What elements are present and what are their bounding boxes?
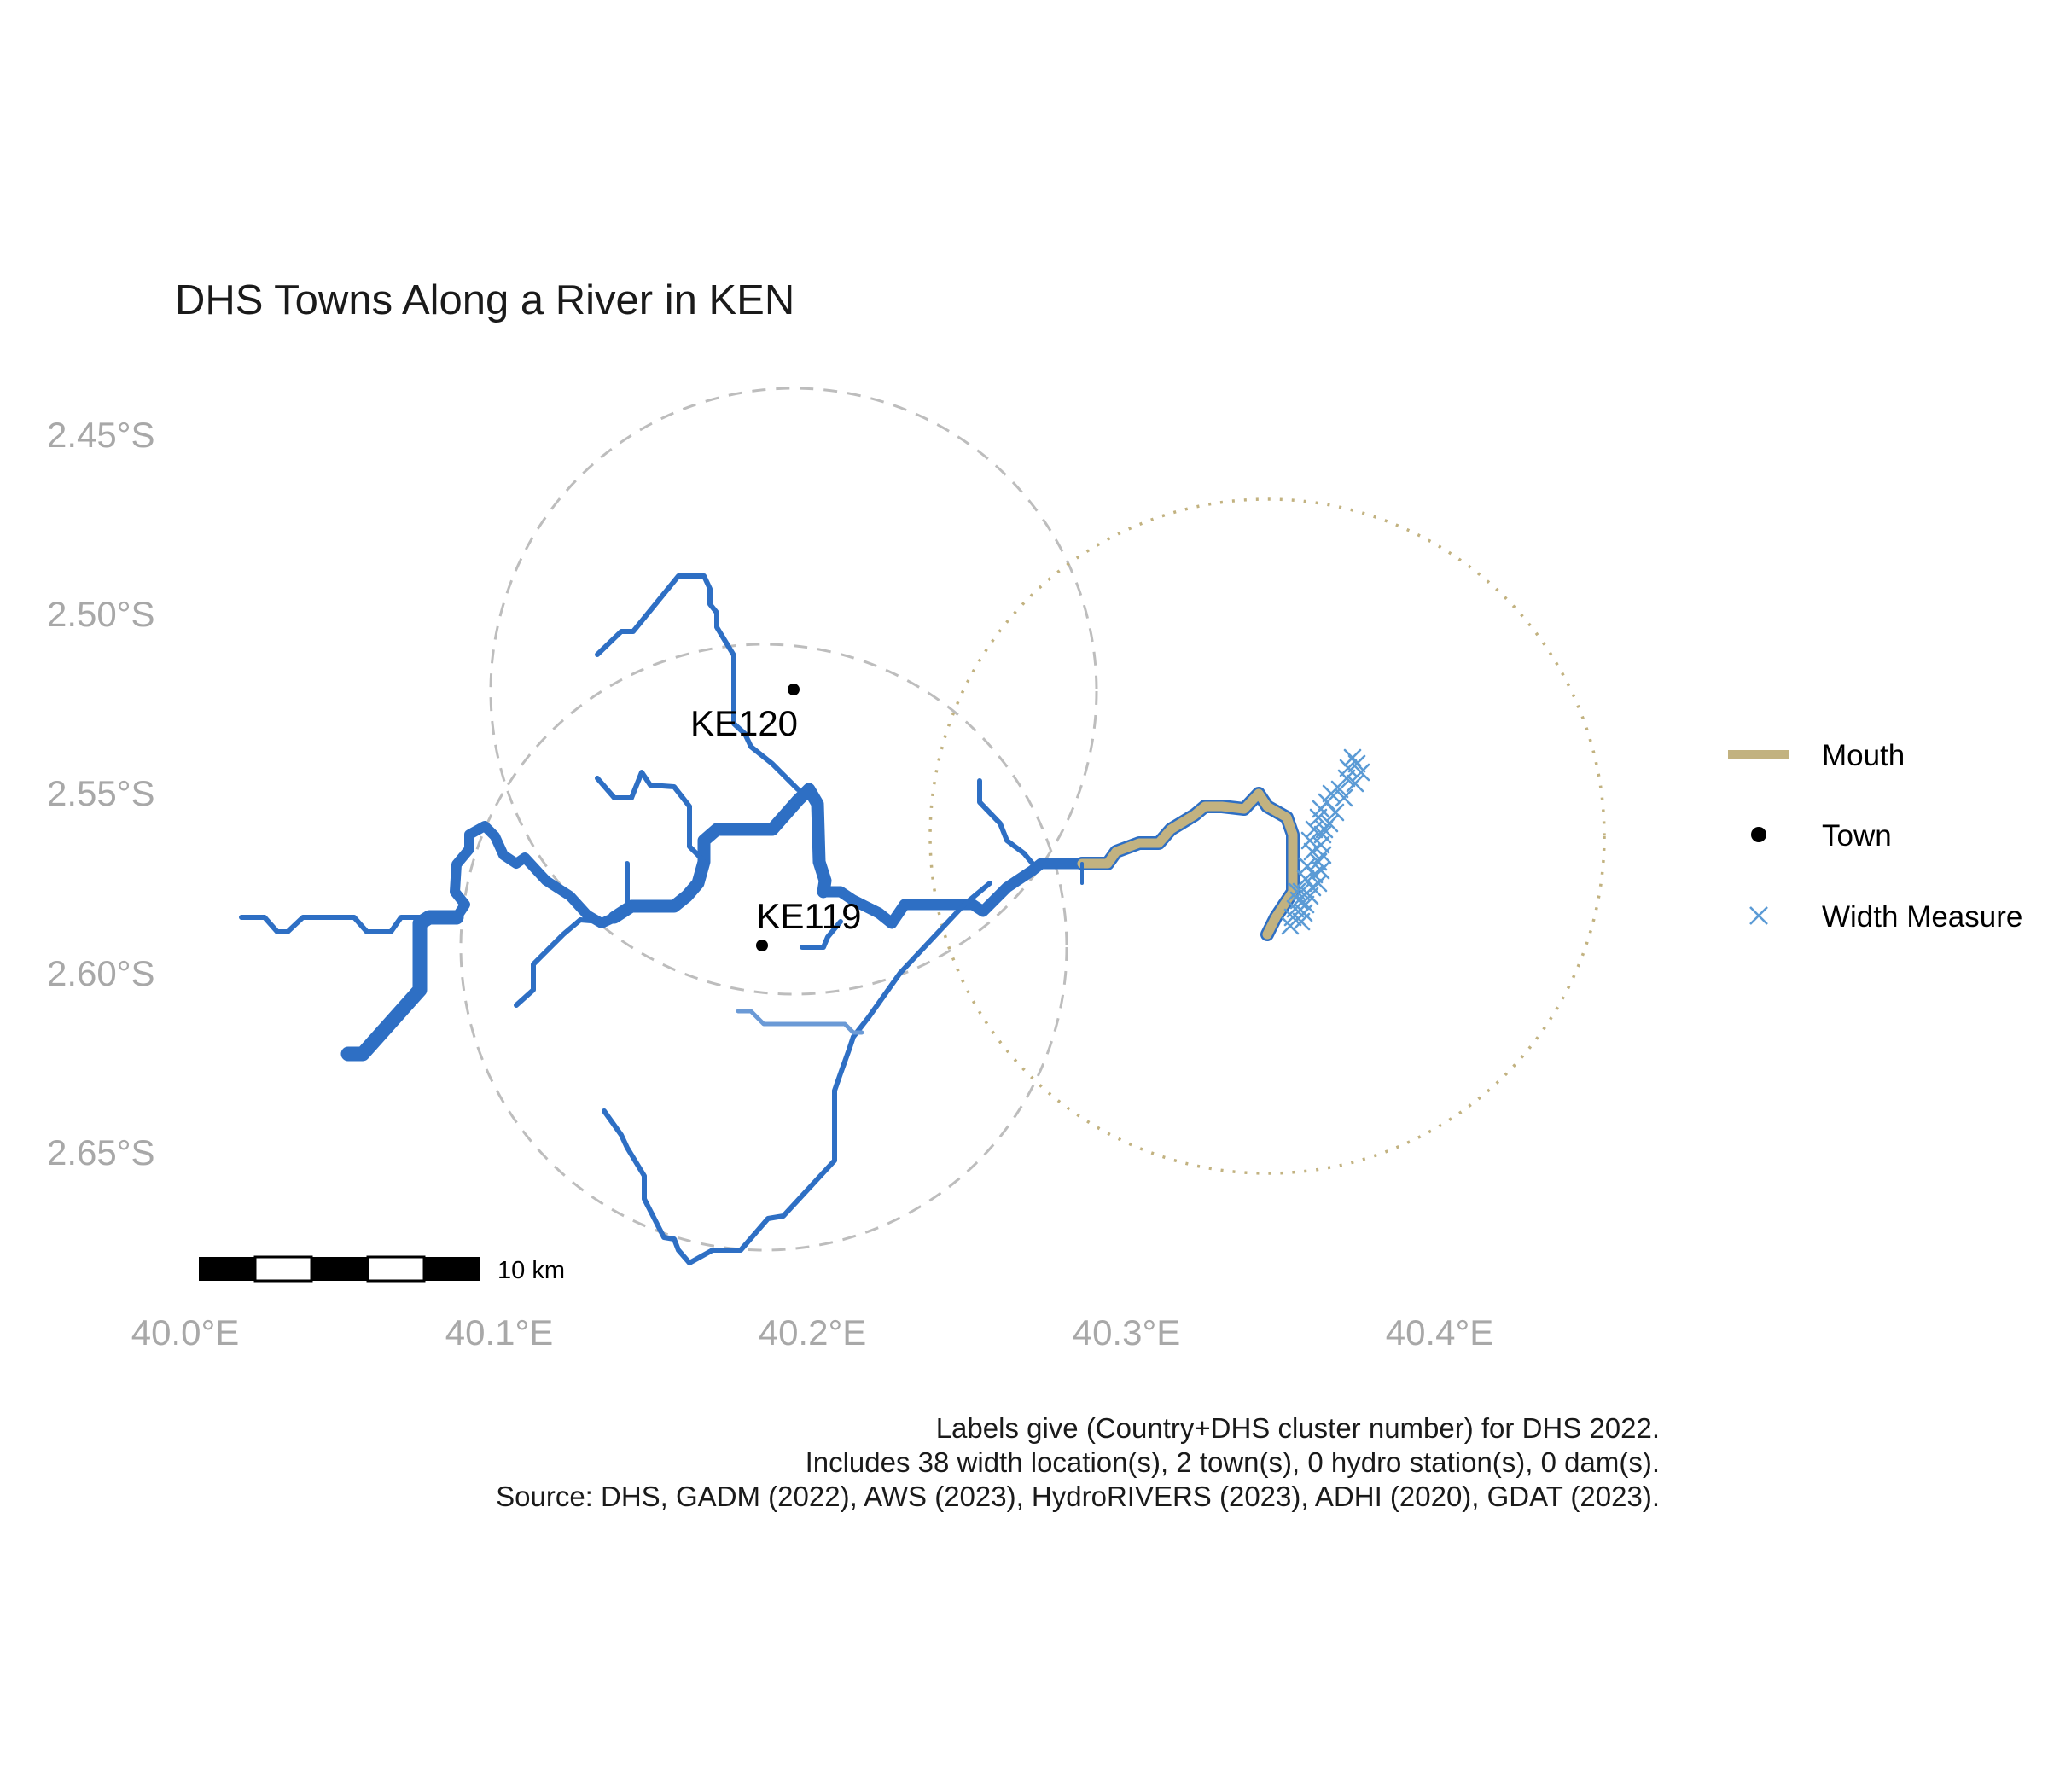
width-measure-marker [1300, 887, 1319, 905]
caption-line: Source: DHS, GADM (2022), AWS (2023), Hy… [496, 1481, 1660, 1512]
y-axis: 2.45°S 2.50°S 2.55°S 2.60°S 2.65°S [47, 415, 155, 1172]
width-measure-marker [1281, 916, 1300, 935]
river-segment [340, 910, 464, 1062]
river-segment [977, 778, 1035, 866]
width-measure-marker [1339, 759, 1358, 777]
river-segment [239, 915, 432, 934]
towns: KE120 KE119 [690, 684, 862, 951]
width-measure-markers [1281, 748, 1370, 935]
town-point [756, 940, 768, 951]
y-tick-label: 2.45°S [47, 415, 155, 455]
y-tick-label: 2.55°S [47, 773, 155, 813]
x-tick-label: 40.0°E [131, 1312, 240, 1353]
town-label: KE119 [757, 896, 862, 936]
width-measure-marker [1352, 763, 1370, 782]
width-measure-marker [1347, 754, 1366, 773]
river-segment [595, 770, 707, 864]
town-label: KE120 [690, 703, 798, 743]
scale-segment [199, 1257, 255, 1281]
width-measure-marker [1313, 825, 1332, 844]
river-segment [608, 783, 832, 924]
width-measure-marker [1288, 882, 1306, 901]
y-tick-label: 2.50°S [47, 594, 155, 634]
town-point [788, 684, 800, 695]
caption-line: Includes 38 width location(s), 2 town(s)… [806, 1446, 1660, 1478]
x-axis: 40.0°E 40.1°E 40.2°E 40.3°E 40.4°E [131, 1312, 1494, 1353]
width-measure-marker [1346, 774, 1364, 793]
river-segment [595, 573, 800, 792]
width-measure-marker [1335, 788, 1353, 807]
caption-line: Labels give (Country+DHS cluster number)… [936, 1412, 1660, 1444]
width-measure-marker [1300, 831, 1319, 850]
x-tick-label: 40.2°E [759, 1312, 867, 1353]
mouth-line [1077, 788, 1298, 940]
width-measure-marker [1315, 820, 1334, 839]
river-segment [602, 881, 992, 1265]
river-segment [800, 919, 843, 950]
legend-label: Town [1822, 819, 1892, 852]
x-tick-label: 40.4°E [1386, 1312, 1494, 1353]
mouth-buffer-circle [928, 497, 1606, 1175]
town-buffer-circle [459, 643, 1068, 1252]
town-buffer-circle [489, 387, 1098, 996]
x-tick-label: 40.3°E [1073, 1312, 1181, 1353]
river-segment [817, 858, 1085, 929]
width-measure-marker [1312, 835, 1330, 854]
scale-segment [311, 1257, 368, 1281]
width-measure-marker [1322, 784, 1341, 803]
width-measure-legend-key [1749, 906, 1768, 925]
scale-segment [424, 1257, 480, 1281]
x-tick-label: 40.1°E [445, 1312, 554, 1353]
river-segment [450, 821, 620, 928]
width-measure-marker [1309, 808, 1328, 827]
map-title: DHS Towns Along a River in KEN [175, 277, 794, 323]
width-measure-marker [1337, 769, 1356, 788]
scale-bar: 10 km [199, 1255, 565, 1284]
legend-label: Width Measure [1822, 900, 2022, 934]
caption: Labels give (Country+DHS cluster number)… [496, 1412, 1660, 1512]
y-tick-label: 2.60°S [47, 953, 155, 993]
river-segment [514, 917, 604, 1008]
river-segment [736, 1009, 864, 1035]
legend: Mouth Town Width Measure [1728, 739, 2022, 934]
width-measure-marker [1326, 803, 1345, 822]
y-tick-label: 2.65°S [47, 1132, 155, 1172]
town-legend-key [1751, 827, 1766, 842]
width-measure-marker [1303, 842, 1322, 861]
legend-label: Mouth [1822, 739, 1905, 772]
scale-label: 10 km [497, 1257, 565, 1284]
scale-segment [253, 1255, 313, 1283]
width-measure-marker [1296, 870, 1315, 888]
mouth-reach [1075, 787, 1300, 941]
river-network [239, 573, 1085, 1265]
scale-segment [366, 1255, 426, 1283]
width-measure-marker [1292, 912, 1311, 931]
